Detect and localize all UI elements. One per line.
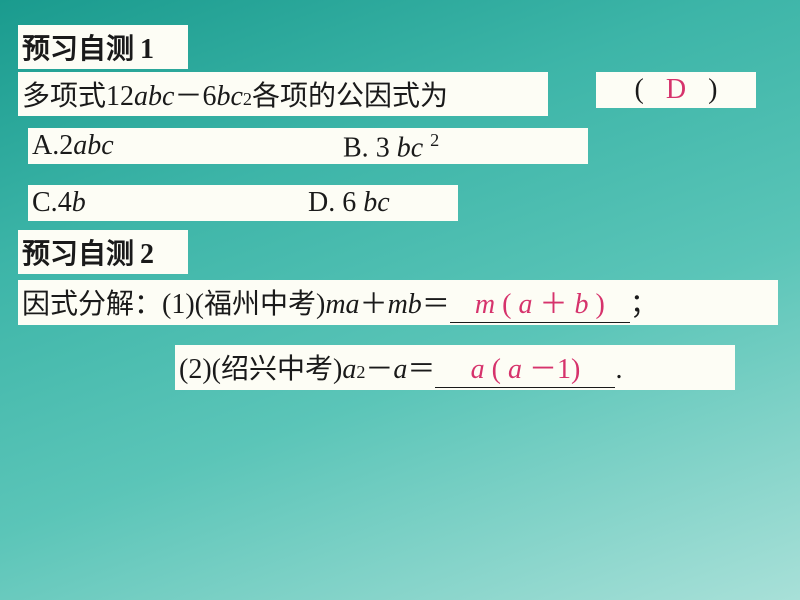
q-sup: 2 (243, 89, 252, 110)
optB-num: 3 (376, 132, 390, 163)
p2-var2: a (393, 354, 407, 386)
section1-title: 预习自测 1 (18, 25, 188, 69)
optD-var: bc (363, 187, 389, 218)
title-text: 预习自测 (22, 27, 134, 67)
p1-label: (1)(福州中考) (162, 282, 325, 322)
optB-sup: 2 (430, 130, 439, 150)
q2-prefix: 因式分解： (22, 282, 162, 322)
options-row-2: C. 4 b D. 6 bc (28, 185, 458, 221)
p1-ans-a: m (475, 289, 495, 320)
p1-var2: mb (388, 289, 422, 321)
section2-q1: 因式分解： (1)(福州中考) ma ＋ mb ＝ m ( a ＋ b ) ； (18, 280, 778, 325)
p1-ans-f: ) (595, 289, 604, 320)
p2-op: － (365, 347, 393, 387)
p2-ans-b: ( (492, 354, 501, 385)
paren-close: ) (708, 74, 717, 106)
optA-num: 2 (59, 130, 73, 162)
optC-label: C. (32, 187, 58, 219)
title2-text: 预习自测 (22, 232, 134, 272)
p2-ans-c: a (508, 354, 522, 385)
optC-num: 4 (58, 187, 72, 219)
options-row-1: A. 2 abc B. 3 bc 2 (28, 128, 588, 164)
p1-end: ； (630, 282, 658, 322)
p1-var1: ma (325, 289, 359, 321)
optA-var: abc (73, 130, 113, 162)
section1-answer-paren: ( D ) (596, 72, 756, 108)
p1-ans-b: ( (502, 289, 511, 320)
title2-num: 2 (140, 239, 154, 271)
p2-answer-blank: a ( a －1) (435, 347, 615, 388)
p2-end: . (615, 354, 622, 386)
p2-ans-d: －1) (529, 354, 580, 385)
optB-label: B. (343, 132, 376, 163)
paren-open: ( (635, 74, 644, 106)
q-var2: bc (216, 81, 242, 113)
p1-ans-d: ＋ (539, 289, 567, 320)
answer-letter: D (666, 74, 686, 106)
p1-ans-e: b (574, 289, 588, 320)
p2-ans-a: a (471, 354, 485, 385)
p1-ans-c: a (518, 289, 532, 320)
p2-eq: ＝ (407, 347, 435, 387)
optC-var: b (72, 187, 86, 219)
p1-answer-blank: m ( a ＋ b ) (450, 282, 630, 323)
section2-q2: (2)(绍兴中考) a 2 － a ＝ a ( a －1) . (175, 345, 735, 390)
optA-label: A. (32, 130, 59, 162)
p1-eq: ＝ (422, 282, 450, 322)
q-coef1: 12 (106, 81, 134, 113)
q-suffix: 各项的公因式为 (252, 74, 448, 114)
section2-title: 预习自测 2 (18, 230, 188, 274)
optD-num: 6 (342, 187, 356, 218)
title-num: 1 (140, 34, 154, 66)
q-prefix: 多项式 (22, 74, 106, 114)
optB-var: bc (397, 132, 423, 163)
optD-label: D. (308, 187, 342, 218)
p1-op: ＋ (360, 282, 388, 322)
q-op: －6 (174, 74, 216, 114)
p2-label: (2)(绍兴中考) (179, 347, 342, 387)
section1-question: 多项式 12 abc －6 bc 2 各项的公因式为 (18, 72, 548, 116)
p2-var1: a (342, 354, 356, 386)
q-var1: abc (134, 81, 174, 113)
p2-sup: 2 (356, 362, 365, 383)
